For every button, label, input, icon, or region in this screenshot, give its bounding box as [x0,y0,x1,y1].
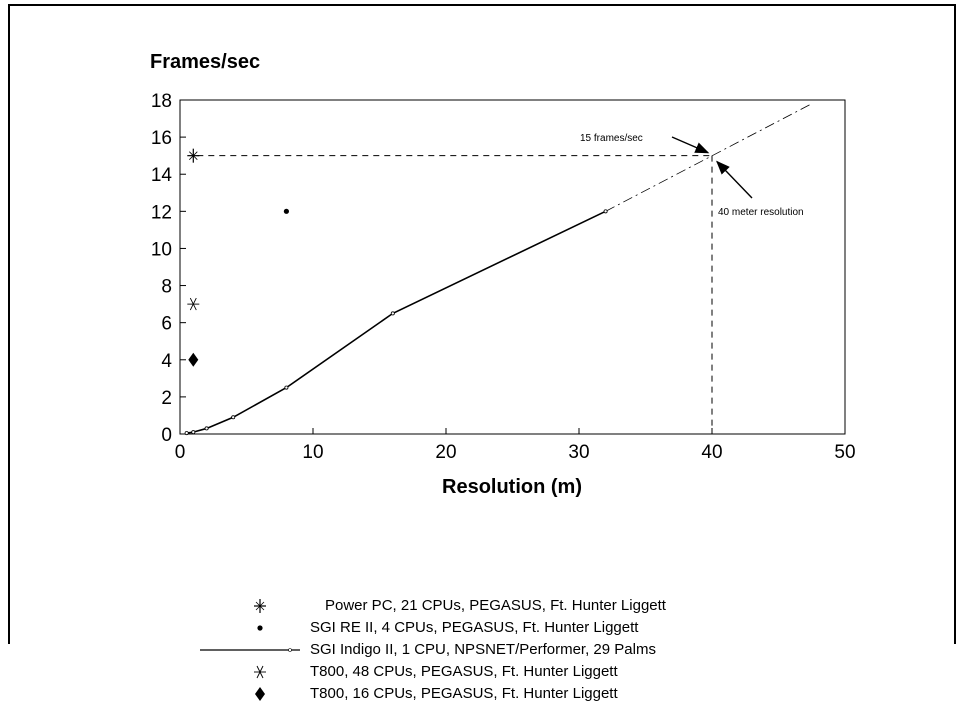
legend-item: Power PC, 21 CPUs, PEGASUS, Ft. Hunter L… [240,595,940,616]
y-tick-label: 6 [161,314,172,335]
legend-marker-dot [257,625,263,631]
annotation-label: 15 frames/sec [580,133,643,144]
x-tick-label: 0 [175,442,186,463]
chart-title: Frames/sec [150,51,260,73]
y-tick-label: 2 [161,388,172,409]
plot-area [179,99,846,435]
x-tick-label: 10 [302,442,323,463]
data-point [191,430,196,435]
x-tick-label: 40 [701,442,722,463]
legend-marker-diamond [255,687,265,701]
legend-marker-plus-star [254,599,266,613]
legend-label: T800, 16 CPUs, PEGASUS, Ft. Hunter Ligge… [310,685,618,702]
data-point [231,415,236,420]
series-layer [184,148,608,436]
data-point [603,209,608,214]
data-point [204,426,209,431]
y-tick-label: 8 [161,277,172,298]
legend-item: SGI Indigo II, 1 CPU, NPSNET/Performer, … [200,639,940,660]
legend-symbol [254,665,266,679]
data-point [283,208,289,214]
y-tick-label: 16 [151,128,172,149]
reference-lines [197,103,812,434]
y-tick-label: 12 [151,202,172,223]
y-tick-label: 0 [161,425,172,446]
legend-item: T800, 16 CPUs, PEGASUS, Ft. Hunter Ligge… [240,683,940,704]
legend-symbol [255,687,265,701]
legend-label: SGI RE II, 4 CPUs, PEGASUS, Ft. Hunter L… [310,619,639,636]
annotation-arrow [671,136,710,154]
annotation-arrow [716,160,753,199]
legend-item: SGI RE II, 4 CPUs, PEGASUS, Ft. Hunter L… [240,617,940,638]
y-tick-label: 18 [151,91,172,112]
y-axis: 0 2 4 6 8 10 12 14 16 18 [151,91,186,446]
x-axis-label: Resolution (m) [442,476,582,498]
series-line [186,210,606,434]
legend-item: T800, 48 CPUs, PEGASUS, Ft. Hunter Ligge… [240,661,940,682]
data-point [187,297,200,311]
y-tick-label: 10 [151,239,172,260]
legend-label: T800, 48 CPUs, PEGASUS, Ft. Hunter Ligge… [310,663,618,680]
x-axis: 0 10 20 30 40 50 [175,428,856,463]
data-point [390,311,395,316]
extrapolation-line [605,103,812,212]
legend-symbol [257,625,263,631]
annotation-label: 40 meter resolution [718,207,804,218]
data-point [184,431,189,436]
legend-marker-line [200,648,300,652]
x-tick-label: 50 [834,442,855,463]
annotations: 15 frames/sec 40 meter resolution [580,133,804,218]
legend-symbol [254,599,266,613]
legend-label: Power PC, 21 CPUs, PEGASUS, Ft. Hunter L… [325,597,666,614]
legend-label: SGI Indigo II, 1 CPU, NPSNET/Performer, … [310,641,656,658]
data-point [284,385,289,390]
x-tick-label: 30 [568,442,589,463]
legend-marker-asterisk [254,665,266,679]
chart-svg: Frames/sec 0 2 4 6 8 10 12 14 16 18 0 10 20 30 40 50 1… [150,51,856,498]
data-point [188,352,199,367]
figure-frame [8,4,956,644]
y-tick-label: 14 [151,165,173,186]
x-tick-label: 20 [435,442,456,463]
data-point [187,148,200,163]
y-tick-label: 4 [161,351,172,372]
